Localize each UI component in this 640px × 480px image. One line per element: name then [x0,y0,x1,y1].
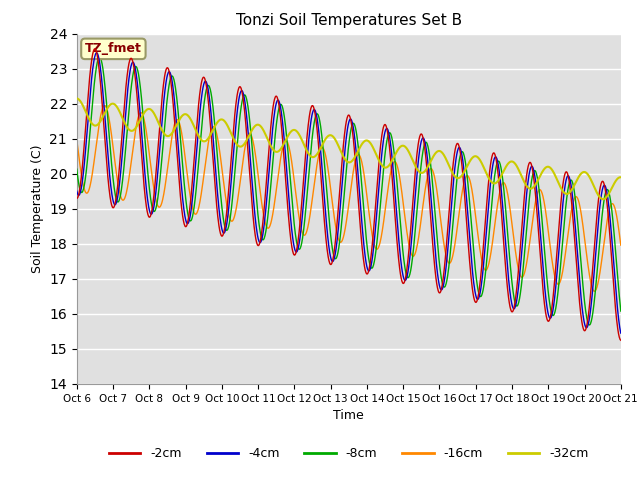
Legend: -2cm, -4cm, -8cm, -16cm, -32cm: -2cm, -4cm, -8cm, -16cm, -32cm [104,443,594,465]
Y-axis label: Soil Temperature (C): Soil Temperature (C) [31,144,44,273]
Title: Tonzi Soil Temperatures Set B: Tonzi Soil Temperatures Set B [236,13,462,28]
X-axis label: Time: Time [333,409,364,422]
Text: TZ_fmet: TZ_fmet [85,42,142,55]
